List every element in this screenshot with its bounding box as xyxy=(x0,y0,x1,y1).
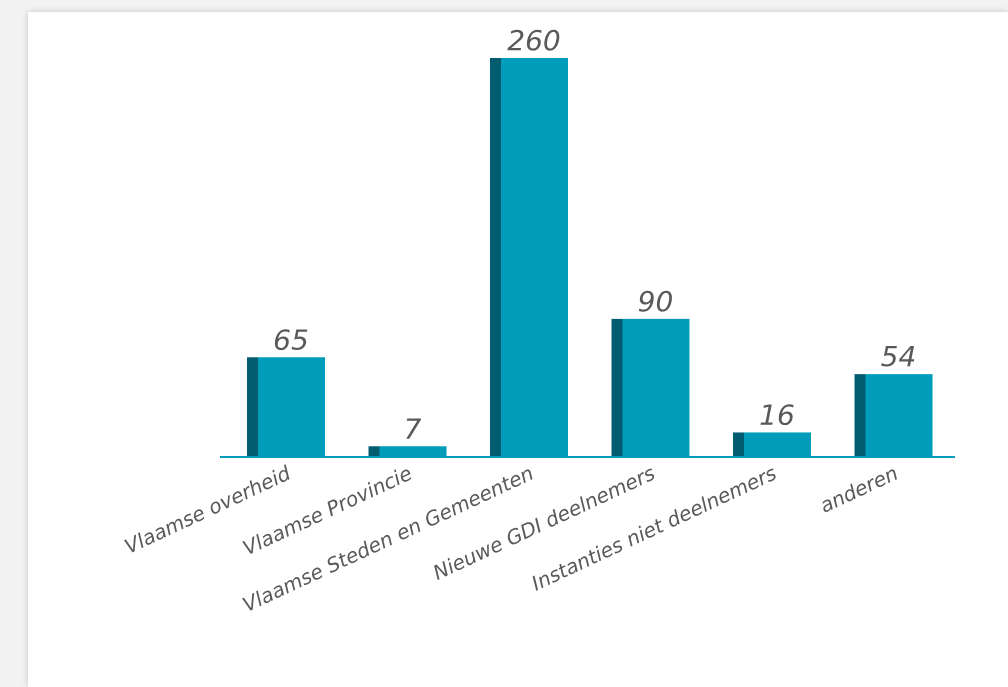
value-label-4: 16 xyxy=(759,398,795,431)
value-label-2: 260 xyxy=(507,24,560,57)
category-label-5: anderen xyxy=(816,461,901,518)
bars-group xyxy=(247,58,933,457)
bar-side-3 xyxy=(611,318,623,457)
bar-4 xyxy=(744,432,811,457)
bar-5 xyxy=(865,374,933,457)
bar-side-4 xyxy=(733,432,744,457)
bar-1 xyxy=(379,446,447,457)
bar-side-5 xyxy=(854,374,866,457)
bar-2 xyxy=(501,58,568,457)
value-label-0: 65 xyxy=(273,323,309,356)
bar-side-0 xyxy=(247,357,258,457)
value-label-1: 7 xyxy=(404,412,422,445)
bar-side-2 xyxy=(490,58,501,457)
bar-side-1 xyxy=(368,446,380,457)
bar-3 xyxy=(622,318,690,457)
bar-0 xyxy=(258,357,325,457)
value-labels-group: 65 7 260 90 16 54 xyxy=(273,24,916,445)
value-label-5: 54 xyxy=(881,340,917,373)
value-label-3: 90 xyxy=(638,285,674,318)
